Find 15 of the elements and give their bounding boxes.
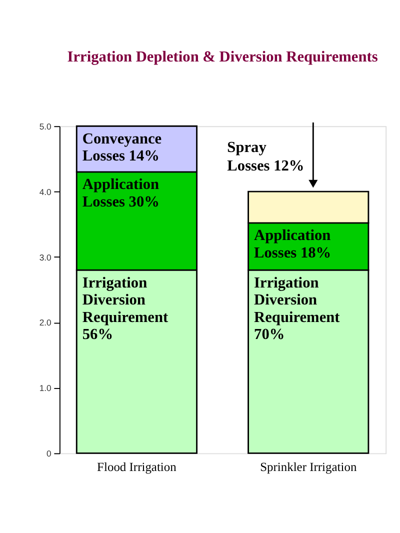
annotation: Irrigation Diversion Requirement 70% — [254, 274, 341, 344]
y-tick-label: 2.0 — [39, 318, 52, 328]
x-tick-label: Sprinkler Irrigation — [260, 460, 358, 474]
y-tick-label: 3.0 — [39, 252, 52, 262]
x-tick-label: Flood Irrigation — [97, 460, 178, 474]
y-tick-label: 1.0 — [39, 383, 52, 394]
annotation: Conveyance Losses 14% — [82, 130, 162, 165]
y-tick-label: 5.0 — [39, 121, 52, 132]
annotation: Application Losses 18% — [254, 227, 332, 262]
annotation: Irrigation Diversion Requirement 56% — [82, 274, 169, 344]
annotation: Spray Losses 12% — [227, 139, 304, 174]
y-tick-label: 0 — [46, 448, 52, 459]
annotation: Application Losses 30% — [82, 176, 160, 210]
y-tick-label: 4.0 — [39, 186, 52, 197]
chart-title: Irrigation Depletion & Diversion Requirements — [67, 48, 378, 66]
